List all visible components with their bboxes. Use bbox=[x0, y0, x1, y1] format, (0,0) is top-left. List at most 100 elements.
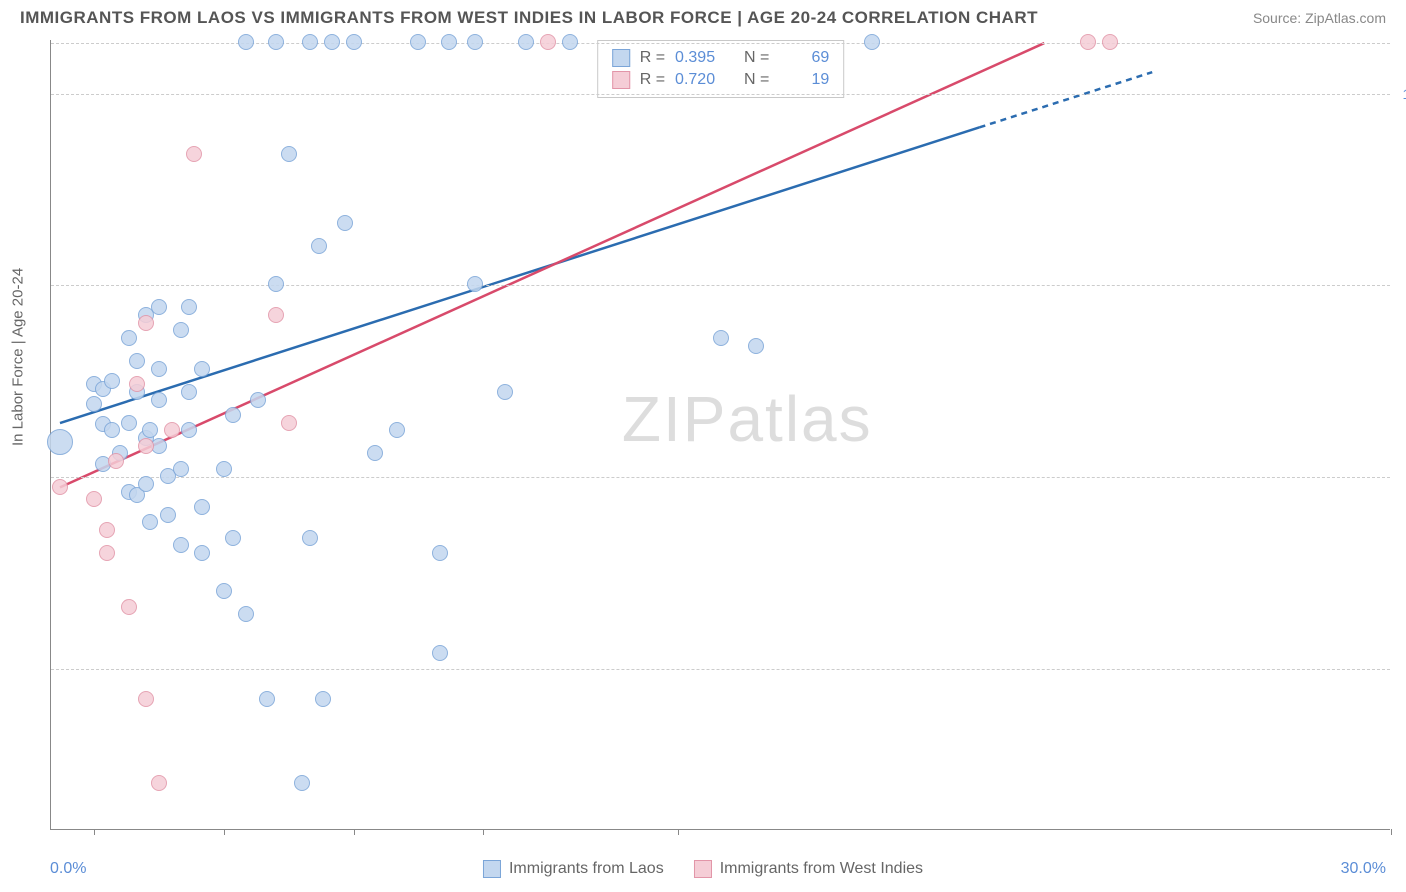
x-tick bbox=[1391, 829, 1392, 835]
data-point bbox=[138, 691, 154, 707]
x-axis-label-max: 30.0% bbox=[1341, 860, 1386, 878]
bottom-legend: Immigrants from Laos Immigrants from West… bbox=[483, 860, 923, 878]
data-point bbox=[225, 407, 241, 423]
legend-swatch bbox=[612, 71, 630, 89]
legend-swatch bbox=[612, 49, 630, 67]
data-point bbox=[104, 373, 120, 389]
data-point bbox=[259, 691, 275, 707]
stats-legend-box: R = 0.395 N = 69R = 0.720 N = 19 bbox=[597, 40, 845, 98]
data-point bbox=[540, 34, 556, 50]
data-point bbox=[138, 315, 154, 331]
stats-n-label: N = bbox=[735, 49, 769, 67]
data-point bbox=[151, 299, 167, 315]
data-point bbox=[562, 34, 578, 50]
data-point bbox=[151, 775, 167, 791]
data-point bbox=[86, 396, 102, 412]
data-point bbox=[86, 491, 102, 507]
data-point bbox=[302, 530, 318, 546]
stats-n-value: 69 bbox=[779, 49, 829, 67]
data-point bbox=[138, 476, 154, 492]
data-point bbox=[194, 545, 210, 561]
gridline bbox=[51, 669, 1390, 670]
trend-line-dashed bbox=[980, 72, 1153, 127]
data-point bbox=[432, 645, 448, 661]
x-tick bbox=[94, 829, 95, 835]
data-point bbox=[129, 376, 145, 392]
data-point bbox=[186, 146, 202, 162]
data-point bbox=[432, 545, 448, 561]
data-point bbox=[268, 276, 284, 292]
data-point bbox=[238, 606, 254, 622]
data-point bbox=[467, 34, 483, 50]
data-point bbox=[337, 215, 353, 231]
data-point bbox=[138, 438, 154, 454]
legend-label: Immigrants from West Indies bbox=[720, 860, 923, 878]
data-point bbox=[410, 34, 426, 50]
data-point bbox=[294, 775, 310, 791]
gridline bbox=[51, 477, 1390, 478]
data-point bbox=[121, 330, 137, 346]
data-point bbox=[99, 522, 115, 538]
data-point bbox=[281, 146, 297, 162]
data-point bbox=[108, 453, 124, 469]
data-point bbox=[441, 34, 457, 50]
chart-header: IMMIGRANTS FROM LAOS VS IMMIGRANTS FROM … bbox=[0, 0, 1406, 32]
legend-label: Immigrants from Laos bbox=[509, 860, 664, 878]
data-point bbox=[1102, 34, 1118, 50]
x-tick bbox=[354, 829, 355, 835]
legend-swatch bbox=[483, 860, 501, 878]
gridline bbox=[51, 94, 1390, 95]
data-point bbox=[164, 422, 180, 438]
data-point bbox=[497, 384, 513, 400]
data-point bbox=[748, 338, 764, 354]
data-point bbox=[142, 514, 158, 530]
data-point bbox=[315, 691, 331, 707]
data-point bbox=[181, 422, 197, 438]
data-point bbox=[346, 34, 362, 50]
data-point bbox=[713, 330, 729, 346]
stats-r-value: 0.395 bbox=[675, 49, 725, 67]
data-point bbox=[129, 353, 145, 369]
data-point bbox=[281, 415, 297, 431]
x-tick bbox=[224, 829, 225, 835]
data-point bbox=[52, 479, 68, 495]
y-axis-label: In Labor Force | Age 20-24 bbox=[10, 268, 27, 446]
data-point bbox=[121, 599, 137, 615]
data-point bbox=[194, 499, 210, 515]
data-point bbox=[324, 34, 340, 50]
x-tick bbox=[678, 829, 679, 835]
trend-lines-svg bbox=[51, 40, 1390, 829]
data-point bbox=[121, 415, 137, 431]
data-point bbox=[216, 461, 232, 477]
data-point bbox=[160, 507, 176, 523]
data-point bbox=[238, 34, 254, 50]
stats-row: R = 0.395 N = 69 bbox=[612, 47, 830, 69]
data-point bbox=[151, 361, 167, 377]
data-point bbox=[151, 392, 167, 408]
y-tick-label: 75.0% bbox=[1395, 469, 1406, 485]
data-point bbox=[302, 34, 318, 50]
x-axis-label-min: 0.0% bbox=[50, 860, 86, 878]
data-point bbox=[467, 276, 483, 292]
data-point bbox=[104, 422, 120, 438]
chart-source: Source: ZipAtlas.com bbox=[1253, 10, 1386, 26]
data-point bbox=[173, 461, 189, 477]
y-tick-label: 87.5% bbox=[1395, 277, 1406, 293]
legend-item: Immigrants from Laos bbox=[483, 860, 664, 878]
data-point bbox=[250, 392, 266, 408]
data-point bbox=[864, 34, 880, 50]
legend-swatch bbox=[694, 860, 712, 878]
data-point bbox=[194, 361, 210, 377]
data-point bbox=[181, 299, 197, 315]
data-point bbox=[47, 429, 73, 455]
data-point bbox=[173, 322, 189, 338]
data-point bbox=[225, 530, 241, 546]
data-point bbox=[1080, 34, 1096, 50]
data-point bbox=[389, 422, 405, 438]
chart-plot-area: ZIPatlas R = 0.395 N = 69R = 0.720 N = 1… bbox=[50, 40, 1390, 830]
stats-n-label: N = bbox=[735, 71, 769, 89]
data-point bbox=[181, 384, 197, 400]
stats-r-value: 0.720 bbox=[675, 71, 725, 89]
data-point bbox=[173, 537, 189, 553]
stats-n-value: 19 bbox=[779, 71, 829, 89]
